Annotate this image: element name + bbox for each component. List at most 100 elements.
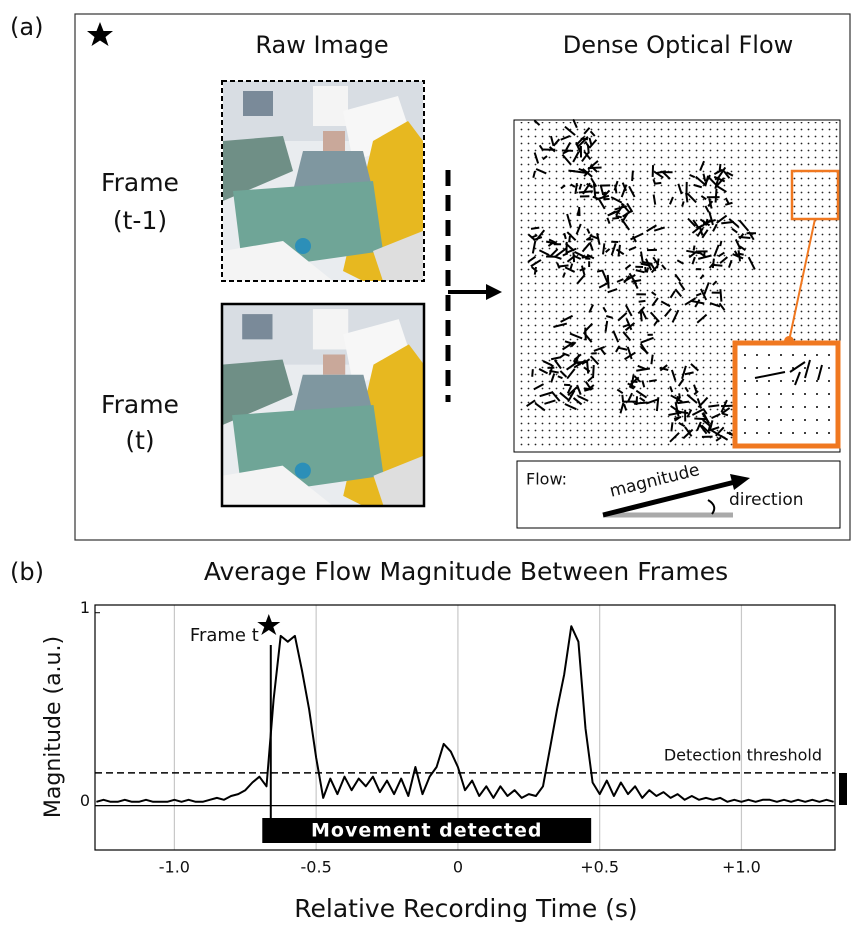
inset-dot (768, 406, 770, 408)
inset-dot (780, 380, 782, 382)
frame-label: Frame (101, 168, 179, 197)
flow-arrow (593, 365, 594, 378)
movement-label: Movement detected (311, 820, 542, 842)
flow-magnitude-line (96, 626, 833, 802)
flow-arrow (594, 184, 595, 197)
inset-dot (804, 419, 806, 421)
flow-arrow (569, 236, 570, 242)
inset-dot (768, 367, 770, 369)
flow-arrow (647, 268, 648, 273)
inset-dot (816, 432, 818, 434)
frame-label: (t) (125, 426, 154, 455)
inset-dot (744, 419, 746, 421)
flow-arrow (720, 289, 721, 301)
flow-arrow (587, 361, 588, 373)
flow-arrow (531, 228, 539, 229)
inset-dot (828, 406, 830, 408)
inset-dot (792, 393, 794, 395)
flow-arrow (634, 403, 647, 404)
flow-arrow (597, 271, 602, 272)
flow-arrow (651, 355, 652, 365)
flow-arrow (682, 201, 683, 206)
inset-dot (768, 380, 770, 382)
flow-arrow (532, 369, 533, 377)
threshold-label: Detection threshold (664, 745, 822, 764)
flow-arrow (738, 237, 750, 238)
inset-dot (792, 419, 794, 421)
inset-dot (780, 419, 782, 421)
x-tick-label: +0.5 (580, 858, 619, 877)
inset-dot (756, 419, 758, 421)
raw-image (223, 81, 423, 281)
flow-arrow (632, 171, 633, 181)
flow-arrow (612, 218, 619, 219)
frame-label: (t-1) (113, 206, 167, 235)
inset-dot (756, 406, 758, 408)
inset-dot (804, 393, 806, 395)
inset-dot (780, 432, 782, 434)
inset-dot (804, 354, 806, 356)
inset-dot (756, 380, 758, 382)
inset-dot (768, 432, 770, 434)
inset-dot (780, 406, 782, 408)
inset-dot (756, 432, 758, 434)
flow-arrow (641, 312, 642, 322)
flow-arrow (720, 164, 721, 172)
inset-dot (828, 380, 830, 382)
inset-dot (780, 354, 782, 356)
inset-dot (828, 354, 830, 356)
y-tick-label: 1 (80, 598, 90, 617)
inset-dot (828, 419, 830, 421)
star-icon (87, 22, 113, 46)
frame-label: Frame (101, 390, 179, 419)
inset-dot (792, 432, 794, 434)
flow-arrow (588, 167, 602, 168)
raw-title: Raw Image (255, 31, 388, 59)
y-tick-label: 0 (80, 791, 90, 810)
flow-arrow (622, 395, 623, 402)
inset-dot (816, 367, 818, 369)
flow-arrow (716, 189, 717, 203)
inset-dot (816, 393, 818, 395)
flow-arrow (720, 241, 721, 246)
x-tick-label: -0.5 (301, 858, 332, 877)
flow-arrow (573, 252, 574, 262)
inset-dot (816, 380, 818, 382)
raw-image (222, 304, 424, 506)
inset-dot (744, 380, 746, 382)
x-axis-label: Relative Recording Time (s) (294, 894, 637, 923)
flow-arrow (616, 216, 622, 217)
inset-dot (792, 354, 794, 356)
chart-title: Average Flow Magnitude Between Frames (204, 557, 728, 586)
arrow-head (486, 284, 502, 300)
inset-dot (744, 367, 746, 369)
zoom-inset (735, 343, 838, 446)
inset-dot (756, 354, 758, 356)
inset-dot (828, 367, 830, 369)
flow-arrow (708, 405, 719, 406)
legend-title: Flow: (526, 470, 567, 489)
frame-star (257, 614, 280, 635)
flow-arrow (694, 246, 695, 251)
inset-dot (744, 432, 746, 434)
flow-arrow (603, 243, 604, 254)
inset-dot (792, 380, 794, 382)
flow-arrow (579, 191, 593, 192)
flow-arrow (585, 328, 586, 341)
inset-dot (768, 419, 770, 421)
panel-label: (a) (10, 13, 43, 41)
inset-dot (744, 393, 746, 395)
x-tick-label: +1.0 (722, 858, 761, 877)
side-marker (839, 773, 847, 805)
flow-arrow (584, 388, 590, 389)
inset-dot (804, 367, 806, 369)
inset-dot (828, 432, 830, 434)
flow-arrow (588, 145, 589, 154)
inset-dot (756, 393, 758, 395)
x-tick-label: -1.0 (159, 858, 190, 877)
legend-direction: direction (729, 490, 804, 510)
inset-dot (828, 393, 830, 395)
inset-dot (816, 419, 818, 421)
